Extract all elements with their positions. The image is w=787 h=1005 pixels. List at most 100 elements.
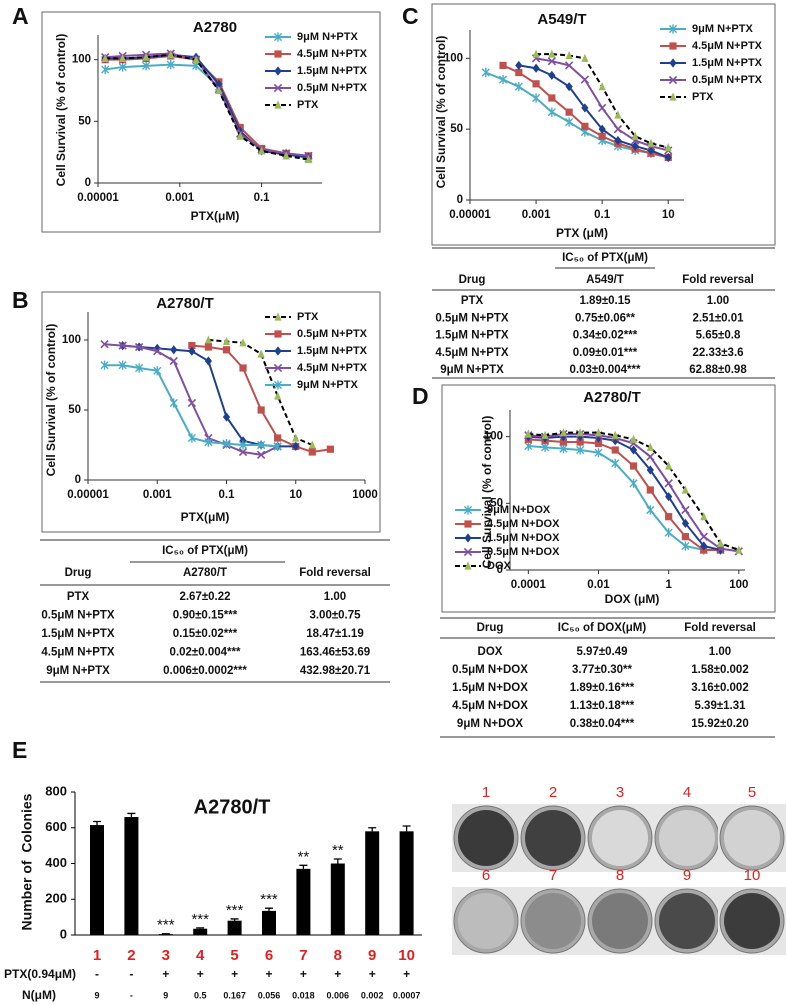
marker bbox=[665, 492, 673, 502]
condition-value: + bbox=[369, 967, 376, 981]
marker bbox=[647, 138, 655, 147]
marker bbox=[222, 346, 231, 354]
bar bbox=[158, 934, 173, 935]
marker bbox=[101, 64, 110, 75]
marker bbox=[576, 428, 584, 437]
table-cell: 1.89±0.16*** bbox=[570, 682, 635, 694]
marker bbox=[664, 528, 673, 538]
marker bbox=[531, 93, 541, 103]
condition-value: 9 bbox=[163, 990, 168, 1000]
plate-label: 3 bbox=[616, 784, 624, 801]
marker bbox=[204, 335, 212, 344]
condition-label: N(μM) bbox=[22, 988, 56, 1002]
legend-label: 0.5μM N+DOX bbox=[487, 546, 560, 558]
marker bbox=[681, 533, 690, 541]
marker bbox=[169, 398, 178, 408]
significance: ** bbox=[332, 842, 344, 859]
legend-marker bbox=[273, 83, 283, 93]
table-cell: 0.02±0.004*** bbox=[170, 647, 241, 659]
marker bbox=[257, 146, 266, 155]
x-tick-label: 1000 bbox=[352, 489, 378, 501]
x-axis-label: PTX(μM) bbox=[191, 209, 240, 223]
marker bbox=[188, 346, 196, 356]
marker bbox=[699, 532, 708, 541]
y-tick-label: 50 bbox=[490, 497, 503, 509]
y-axis-label: Cell Survival (% of control) bbox=[54, 34, 68, 187]
marker bbox=[559, 444, 568, 454]
legend-marker bbox=[464, 533, 472, 543]
table-cell: 0.90±0.15*** bbox=[173, 610, 238, 622]
error-bar bbox=[333, 858, 342, 864]
marker bbox=[611, 446, 619, 454]
chart-title: A2780/T bbox=[583, 389, 641, 406]
y-tick-label: 200 bbox=[45, 891, 67, 906]
condition-value: 0.0007 bbox=[393, 990, 421, 1000]
error-bar bbox=[299, 864, 308, 869]
marker bbox=[541, 430, 549, 439]
legend-label: 9μM N+DOX bbox=[487, 504, 551, 516]
table-header: Fold reversal bbox=[682, 274, 754, 286]
legend-marker bbox=[668, 75, 678, 85]
y-tick-label: 0 bbox=[60, 926, 67, 941]
plate-colonies bbox=[659, 893, 715, 949]
legend-label: 1.5μM N+DOX bbox=[487, 532, 560, 544]
marker bbox=[100, 360, 109, 370]
legend-marker bbox=[668, 24, 678, 34]
marker bbox=[236, 131, 244, 140]
error-bar bbox=[368, 827, 377, 832]
marker bbox=[274, 434, 282, 442]
marker bbox=[614, 135, 622, 146]
marker bbox=[614, 110, 622, 119]
plate-colonies bbox=[525, 810, 581, 866]
condition-value: - bbox=[95, 967, 99, 981]
condition-value: + bbox=[197, 967, 204, 981]
table-cell: 1.58±0.002 bbox=[691, 664, 748, 676]
table-cell: 4.5μM N+DOX bbox=[452, 700, 528, 712]
condition-value: 0.002 bbox=[361, 990, 384, 1000]
panel-label: C bbox=[402, 3, 419, 29]
marker bbox=[681, 518, 690, 528]
x-axis-label: DOX (μM) bbox=[605, 592, 660, 606]
marker bbox=[118, 341, 127, 350]
error-bar bbox=[127, 812, 136, 818]
marker bbox=[716, 538, 725, 547]
table-cell: 0.5μM N+PTX bbox=[435, 312, 509, 324]
series-line bbox=[104, 364, 278, 448]
x-tick-label: 7 bbox=[299, 947, 307, 964]
marker bbox=[646, 465, 654, 475]
x-tick-label: 0.00001 bbox=[449, 209, 491, 221]
table-cell: 3.00±0.75 bbox=[309, 610, 361, 622]
x-tick-label: 0.001 bbox=[522, 209, 551, 221]
marker bbox=[580, 75, 590, 84]
marker bbox=[598, 132, 606, 140]
marker bbox=[581, 103, 589, 113]
condition-value: 0.5 bbox=[194, 990, 207, 1000]
marker bbox=[664, 142, 672, 152]
marker bbox=[222, 412, 231, 422]
marker bbox=[681, 485, 690, 494]
marker bbox=[581, 53, 589, 62]
marker bbox=[118, 360, 127, 370]
error-bar bbox=[196, 927, 205, 929]
marker bbox=[547, 57, 557, 66]
x-tick-label: 8 bbox=[334, 947, 342, 964]
plate-label: 5 bbox=[748, 784, 756, 801]
marker bbox=[187, 398, 197, 408]
x-tick-label: 10 bbox=[398, 947, 415, 964]
plate-colonies bbox=[592, 810, 648, 866]
table-cell: 5.97±0.49 bbox=[576, 646, 627, 658]
marker bbox=[515, 60, 523, 71]
bar bbox=[330, 863, 345, 935]
bar bbox=[124, 817, 139, 935]
marker bbox=[292, 441, 300, 451]
marker bbox=[646, 505, 655, 515]
y-axis-label: Number of Colonies bbox=[19, 793, 35, 930]
legend-label: PTX bbox=[692, 91, 714, 103]
marker bbox=[167, 50, 175, 59]
marker bbox=[559, 438, 568, 446]
marker bbox=[700, 512, 708, 521]
error-bar bbox=[93, 820, 101, 826]
x-tick-label: 9 bbox=[368, 947, 376, 964]
table-cell: 9μM N+PTX bbox=[46, 665, 110, 677]
marker bbox=[257, 406, 265, 414]
